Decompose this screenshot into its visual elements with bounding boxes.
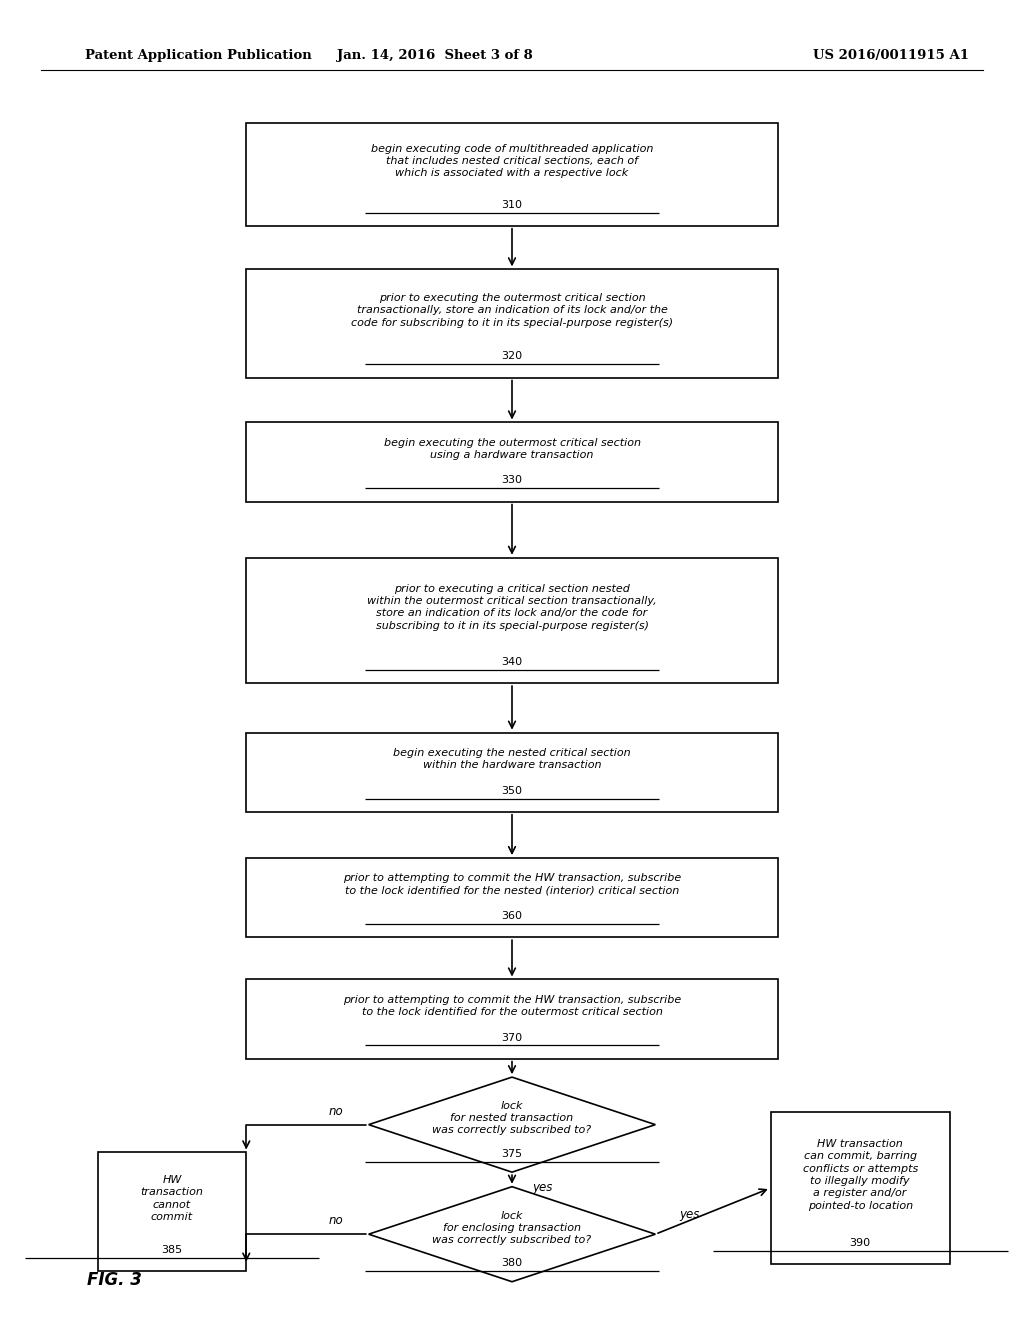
Polygon shape	[369, 1187, 655, 1282]
Text: lock
for enclosing transaction
was correctly subscribed to?: lock for enclosing transaction was corre…	[432, 1210, 592, 1245]
Text: prior to executing a critical section nested
within the outermost critical secti: prior to executing a critical section ne…	[368, 583, 656, 631]
Text: 380: 380	[502, 1258, 522, 1269]
Text: HW
transaction
cannot
commit: HW transaction cannot commit	[140, 1175, 204, 1222]
Text: no: no	[329, 1105, 343, 1118]
Text: yes: yes	[532, 1181, 553, 1195]
Text: 340: 340	[502, 657, 522, 667]
Text: Jan. 14, 2016  Sheet 3 of 8: Jan. 14, 2016 Sheet 3 of 8	[337, 49, 534, 62]
Bar	[246, 733, 778, 812]
Text: 350: 350	[502, 785, 522, 796]
Polygon shape	[369, 1077, 655, 1172]
Text: 390: 390	[850, 1238, 870, 1247]
Text: US 2016/0011915 A1: US 2016/0011915 A1	[813, 49, 969, 62]
Text: 385: 385	[162, 1245, 182, 1255]
Text: 310: 310	[502, 199, 522, 210]
Bar	[246, 123, 778, 226]
Text: prior to executing the outermost critical section
transactionally, store an indi: prior to executing the outermost critica…	[351, 293, 673, 327]
Text: begin executing the outermost critical section
using a hardware transaction: begin executing the outermost critical s…	[384, 438, 640, 459]
Bar	[770, 1111, 950, 1265]
Text: prior to attempting to commit the HW transaction, subscribe
to the lock identifi: prior to attempting to commit the HW tra…	[343, 995, 681, 1016]
Text: 330: 330	[502, 475, 522, 486]
Bar	[246, 557, 778, 682]
Text: begin executing code of multithreaded application
that includes nested critical : begin executing code of multithreaded ap…	[371, 144, 653, 178]
Text: 370: 370	[502, 1032, 522, 1043]
Text: HW transaction
can commit, barring
conflicts or attempts
to illegally modify
a r: HW transaction can commit, barring confl…	[803, 1139, 918, 1210]
Text: prior to attempting to commit the HW transaction, subscribe
to the lock identifi: prior to attempting to commit the HW tra…	[343, 874, 681, 895]
Text: lock
for nested transaction
was correctly subscribed to?: lock for nested transaction was correctl…	[432, 1101, 592, 1135]
Bar	[98, 1152, 246, 1271]
Bar	[246, 269, 778, 378]
Bar	[246, 422, 778, 502]
Text: no: no	[329, 1214, 343, 1228]
Text: 360: 360	[502, 911, 522, 921]
Text: begin executing the nested critical section
within the hardware transaction: begin executing the nested critical sect…	[393, 748, 631, 770]
Text: FIG. 3: FIG. 3	[87, 1271, 142, 1290]
Bar	[246, 858, 778, 937]
Bar	[246, 979, 778, 1059]
Text: Patent Application Publication: Patent Application Publication	[85, 49, 311, 62]
Text: yes: yes	[679, 1208, 699, 1221]
Text: 320: 320	[502, 351, 522, 362]
Text: 375: 375	[502, 1148, 522, 1159]
